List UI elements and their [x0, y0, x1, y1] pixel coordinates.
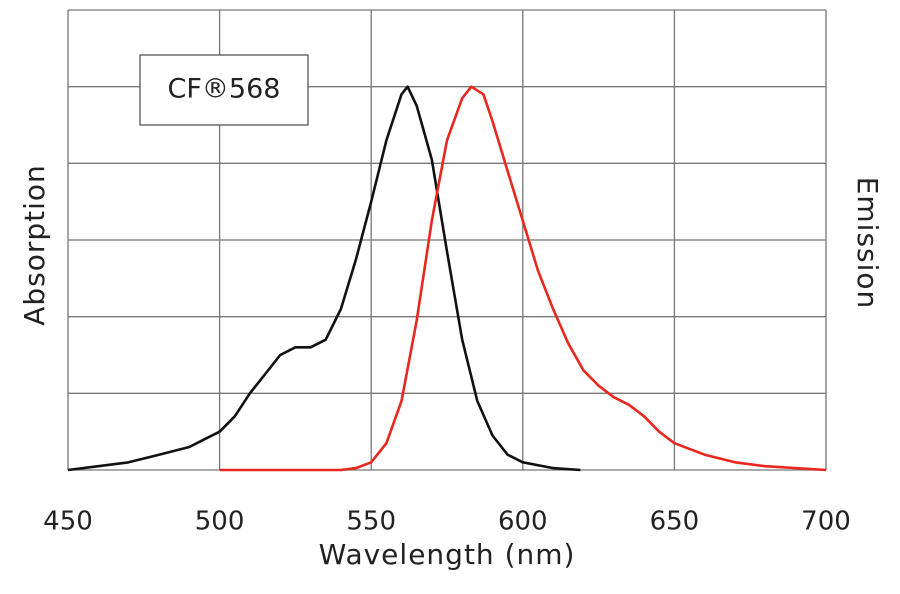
annotation: CF®568 — [168, 74, 281, 105]
line-series — [219, 85, 827, 472]
x-tick-label: 650 — [650, 507, 700, 537]
x-tick-label: 450 — [43, 507, 93, 537]
x-tick-label: 500 — [195, 507, 245, 537]
y2-axis-label: Emission — [851, 177, 884, 310]
x-tick-label: 550 — [346, 507, 396, 537]
y-axis-label: Absorption — [18, 164, 51, 326]
x-axis-label: Wavelength (nm) — [319, 538, 576, 571]
line-series — [67, 85, 581, 472]
x-tick-label: 700 — [801, 507, 851, 537]
x-tick-label: 600 — [498, 507, 548, 537]
annotation-box — [139, 54, 309, 126]
